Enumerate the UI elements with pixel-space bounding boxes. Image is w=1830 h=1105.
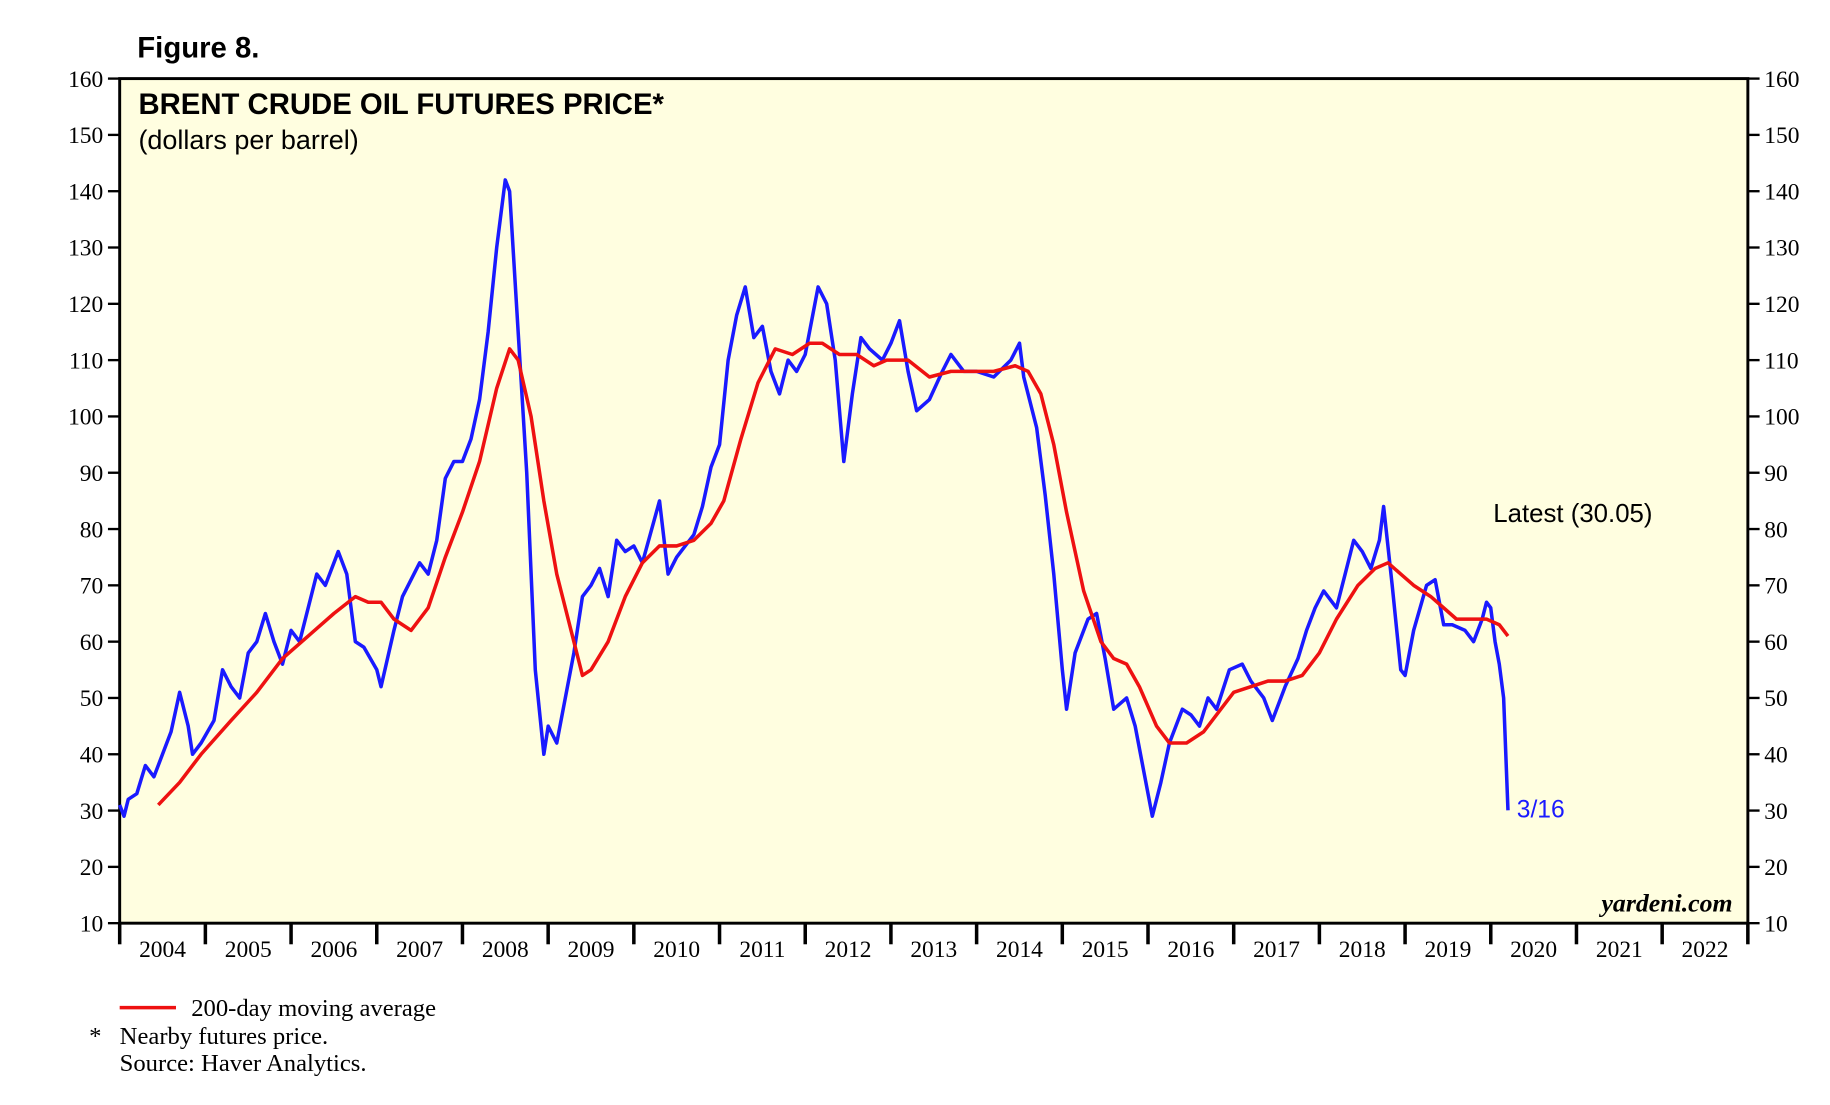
y-tick-label: 90 (80, 461, 103, 487)
y-tick-label: 20 (80, 855, 103, 881)
y2-tick-label: 10 (1764, 911, 1787, 937)
footnote-marker: * (89, 1023, 101, 1050)
y2-tick-label: 30 (1764, 799, 1787, 825)
x-tick-label: 2011 (739, 937, 785, 963)
y-tick-label: 80 (80, 517, 103, 543)
x-tick-label: 2021 (1596, 937, 1643, 963)
y2-tick-label: 90 (1764, 461, 1787, 487)
x-tick-label: 2010 (653, 937, 700, 963)
plot-area (118, 77, 1750, 925)
y2-tick-label: 70 (1764, 574, 1787, 600)
x-tick-label: 2007 (396, 937, 443, 963)
footnote: Source: Haver Analytics. (120, 1050, 367, 1077)
x-tick-label: 2020 (1510, 937, 1557, 963)
x-tick-label: 2019 (1424, 937, 1471, 963)
figure-label: Figure 8. (137, 31, 259, 64)
x-tick-label: 2009 (568, 937, 615, 963)
y2-tick-label: 150 (1764, 123, 1799, 149)
y-tick-label: 130 (68, 236, 103, 262)
y2-tick-label: 140 (1764, 179, 1799, 205)
x-tick-label: 2004 (139, 937, 186, 963)
y-tick-label: 100 (68, 405, 103, 431)
x-tick-label: 2022 (1682, 937, 1729, 963)
annotation: Latest (30.05) (1493, 500, 1652, 528)
y-tick-label: 140 (68, 179, 103, 205)
x-tick-label: 2016 (1167, 937, 1214, 963)
y-tick-label: 120 (68, 292, 103, 318)
y-tick-label: 150 (68, 123, 103, 149)
y-tick-label: 50 (80, 686, 103, 712)
chart-title: BRENT CRUDE OIL FUTURES PRICE* (138, 88, 664, 121)
x-tick-label: 2017 (1253, 937, 1300, 963)
y2-tick-label: 160 (1764, 67, 1799, 93)
y2-tick-label: 40 (1764, 742, 1787, 768)
y2-tick-label: 120 (1764, 292, 1799, 318)
y2-tick-label: 20 (1764, 855, 1787, 881)
y2-tick-label: 60 (1764, 630, 1787, 656)
footnote: Nearby futures price. (120, 1023, 329, 1050)
x-tick-label: 2005 (225, 937, 272, 963)
y-tick-label: 10 (80, 911, 103, 937)
x-tick-label: 2006 (310, 937, 357, 963)
y-tick-label: 30 (80, 799, 103, 825)
x-tick-label: 2012 (825, 937, 872, 963)
series-line (156, 341, 1510, 807)
legend-label: 200-day moving average (191, 995, 436, 1022)
y2-tick-label: 80 (1764, 517, 1787, 543)
source-mark: yardeni.com (1598, 888, 1732, 917)
y2-tick-label: 130 (1764, 236, 1799, 262)
x-tick-label: 2014 (996, 937, 1043, 963)
y2-tick-label: 50 (1764, 686, 1787, 712)
y-tick-label: 70 (80, 574, 103, 600)
x-tick-label: 2013 (910, 937, 957, 963)
y-tick-label: 160 (68, 67, 103, 93)
y-tick-label: 40 (80, 742, 103, 768)
y2-tick-label: 110 (1764, 348, 1798, 374)
chart-subtitle: (dollars per barrel) (138, 125, 358, 155)
annotation: 3/16 (1517, 797, 1565, 824)
y-tick-label: 60 (80, 630, 103, 656)
y-tick-label: 110 (69, 348, 103, 374)
x-tick-label: 2015 (1082, 937, 1129, 963)
x-tick-label: 2018 (1339, 937, 1386, 963)
series-line (118, 178, 1510, 818)
y2-tick-label: 100 (1764, 405, 1799, 431)
x-tick-label: 2008 (482, 937, 529, 963)
